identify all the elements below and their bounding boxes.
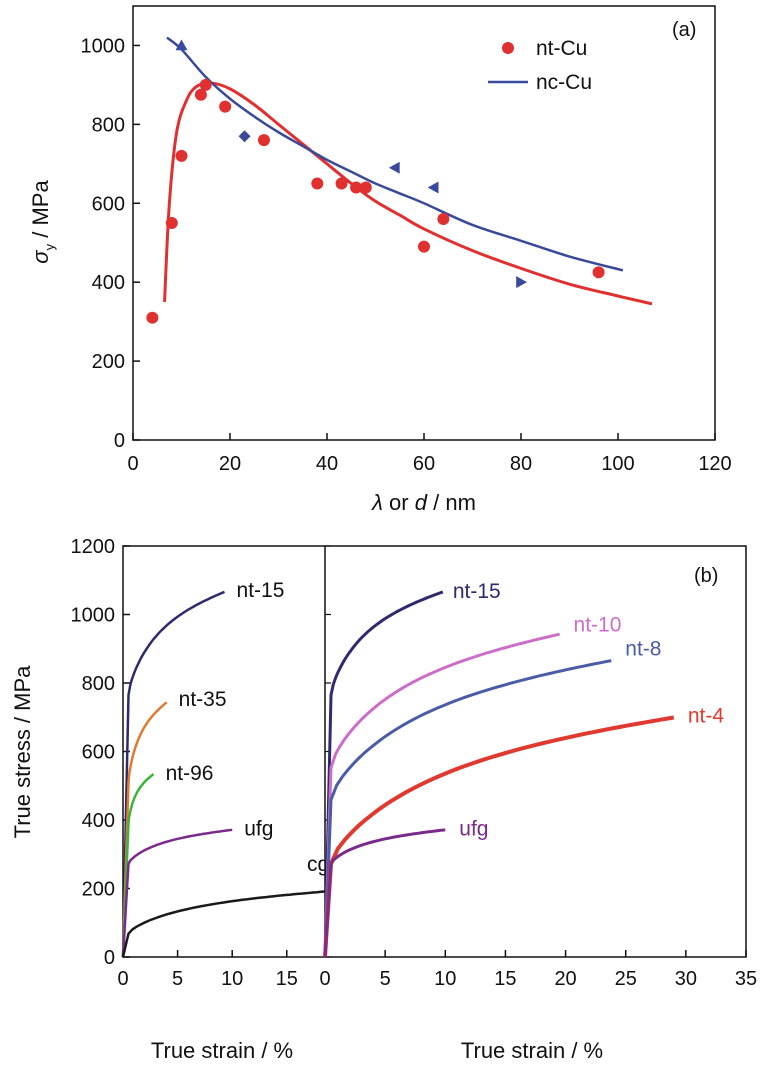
nc-cu-fit-line — [166, 36, 624, 272]
right-curve-label-nt-15: nt-15 — [453, 580, 501, 603]
y-tick-label: 600 — [92, 193, 125, 215]
y-tick-label: 200 — [92, 351, 125, 373]
x-tick-label: 0 — [127, 453, 138, 475]
legend-nc-cu-label: nc-Cu — [536, 71, 592, 94]
x-tick-label: 25 — [615, 968, 637, 990]
panel-a-frame — [132, 5, 716, 441]
right-curve-nt-8 — [323, 659, 612, 958]
right-curve-nt-4 — [323, 715, 675, 958]
x-tick-label: 20 — [219, 453, 241, 475]
legend-nt-cu-marker — [502, 42, 514, 54]
x-tick-label: 0 — [117, 968, 128, 990]
nt-cu-point — [350, 181, 363, 194]
x-tick-label: 120 — [698, 453, 731, 475]
y-tick-label: 0 — [114, 430, 125, 452]
left-curve-nt-35 — [121, 701, 168, 958]
y-tick-label: 400 — [82, 810, 115, 832]
right-curve-label-ufg: ufg — [459, 818, 488, 841]
panel-b-label: (b) — [694, 565, 718, 587]
left-curve-label-nt-35: nt-35 — [179, 688, 227, 711]
nt-cu-point — [219, 100, 232, 113]
panel-a-legend: nt-Cu nc-Cu — [488, 37, 592, 94]
right-curve-ufg — [323, 828, 446, 958]
x-tick-label: 20 — [554, 968, 576, 990]
panel-a-label: (a) — [672, 19, 696, 41]
x-tick-label: 40 — [316, 453, 338, 475]
nt-cu-point — [146, 311, 159, 324]
nc-cu-marker — [238, 130, 251, 143]
nt-cu-point — [257, 134, 270, 147]
x-tick-label: 15 — [276, 968, 298, 990]
left-curve-ufg — [121, 828, 233, 958]
nt-cu-point — [437, 213, 450, 226]
y-tick-label: 1200 — [71, 536, 116, 558]
y-tick-label: 800 — [92, 114, 125, 136]
panel-a-x-ticks: 0 20 40 60 80 100 120 — [127, 433, 732, 475]
left-curve-cg — [121, 890, 326, 958]
panel-b-x-axis-title-right: True strain / % — [461, 1038, 603, 1063]
panel-b-frame — [122, 545, 747, 958]
panel-b-x-axis-title-left: True strain / % — [151, 1038, 293, 1063]
x-tick-label: 0 — [319, 968, 330, 990]
panel-b: (b) 0 200 400 600 800 1000 1200 0 5 10 15 0 5 10 15 20… — [10, 536, 757, 1063]
nt-cu-point — [165, 217, 178, 229]
panel-b-y-axis-title: True stress / MPa — [10, 665, 35, 839]
nt-cu-point — [199, 78, 212, 91]
y-tick-label: 800 — [82, 673, 115, 695]
nt-cu-point — [194, 88, 207, 101]
x-tick-label: 10 — [434, 968, 456, 990]
nc-cu-marker — [175, 39, 188, 51]
left-curve-nt-96 — [121, 773, 155, 958]
right-curve-nt-15 — [323, 590, 444, 958]
y-tick-label: 1000 — [71, 605, 116, 627]
panel-b-x-ticks: 0 5 10 15 0 5 10 15 20 25 30 35 — [117, 950, 757, 990]
x-tick-label: 60 — [413, 453, 435, 475]
nc-cu-marker — [516, 276, 527, 289]
left-curve-label-ufg: ufg — [244, 818, 273, 841]
nc-cu-marker — [427, 181, 439, 194]
left-curve-label-nt-15: nt-15 — [237, 579, 285, 602]
x-tick-label: 5 — [380, 968, 391, 990]
nt-cu-fit-line — [163, 81, 653, 306]
nt-cu-point — [592, 266, 605, 279]
panel-a-x-axis-title: λ or d / nm — [371, 490, 476, 515]
nt-cu-point — [335, 177, 348, 190]
x-tick-label: 80 — [510, 453, 532, 475]
nt-cu-point — [175, 149, 188, 162]
y-tick-label: 400 — [92, 272, 125, 294]
x-tick-label: 15 — [494, 968, 516, 990]
right-curve-label-nt-4: nt-4 — [688, 705, 725, 728]
panel-a: (a) 0 200 400 600 800 1000 0 20 40 60 80 100 120 σy… — [28, 5, 732, 515]
x-tick-label: 10 — [221, 968, 243, 990]
x-tick-label: 30 — [675, 968, 697, 990]
right-curve-nt-10 — [323, 632, 560, 958]
y-tick-label: 600 — [82, 742, 115, 764]
right-curve-label-nt-10: nt-10 — [574, 613, 622, 636]
left-curve-label-nt-96: nt-96 — [166, 762, 214, 785]
left-curve-label-cg: cg — [307, 853, 329, 876]
nt-cu-point — [418, 240, 430, 253]
nt-cu-point — [359, 181, 372, 194]
panel-a-y-axis-title: σy / MPa — [28, 180, 57, 264]
x-tick-label: 5 — [172, 968, 183, 990]
y-tick-label: 0 — [104, 947, 115, 969]
x-tick-label: 35 — [735, 968, 757, 990]
legend-nt-cu-label: nt-Cu — [536, 37, 587, 60]
panel-b-y-ticks: 0 200 400 600 800 1000 1200 — [71, 536, 331, 969]
right-curve-label-nt-8: nt-8 — [625, 638, 661, 661]
panel-a-series — [146, 36, 653, 324]
y-tick-label: 1000 — [81, 35, 126, 57]
x-tick-label: 100 — [601, 453, 634, 475]
nc-cu-marker — [388, 161, 400, 174]
nt-cu-point — [311, 177, 324, 190]
left-curve-nt-15 — [121, 590, 225, 958]
panel-a-y-ticks: 0 200 400 600 800 1000 — [81, 35, 140, 452]
y-tick-label: 200 — [82, 879, 115, 901]
